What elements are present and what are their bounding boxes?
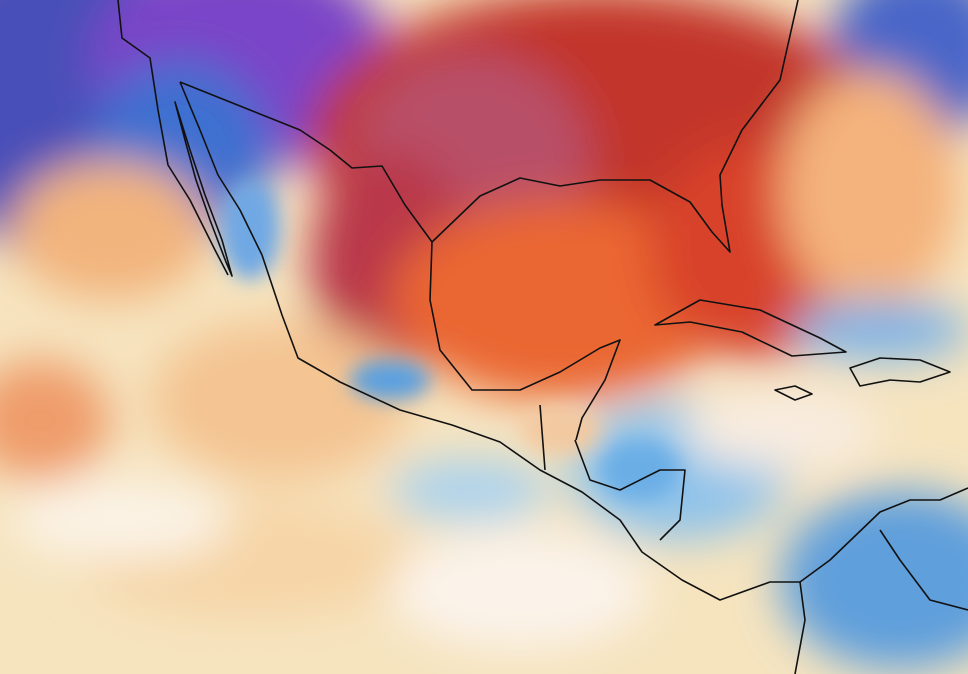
hispaniola (849, 357, 951, 387)
cuba (654, 299, 847, 357)
gulf-coast (429, 0, 799, 441)
coastline (117, 0, 806, 674)
south-america (799, 487, 968, 611)
coastlines (117, 0, 968, 674)
jamaica (774, 385, 813, 401)
central-america-borders (539, 404, 686, 541)
baja (174, 101, 233, 277)
border (179, 81, 433, 243)
